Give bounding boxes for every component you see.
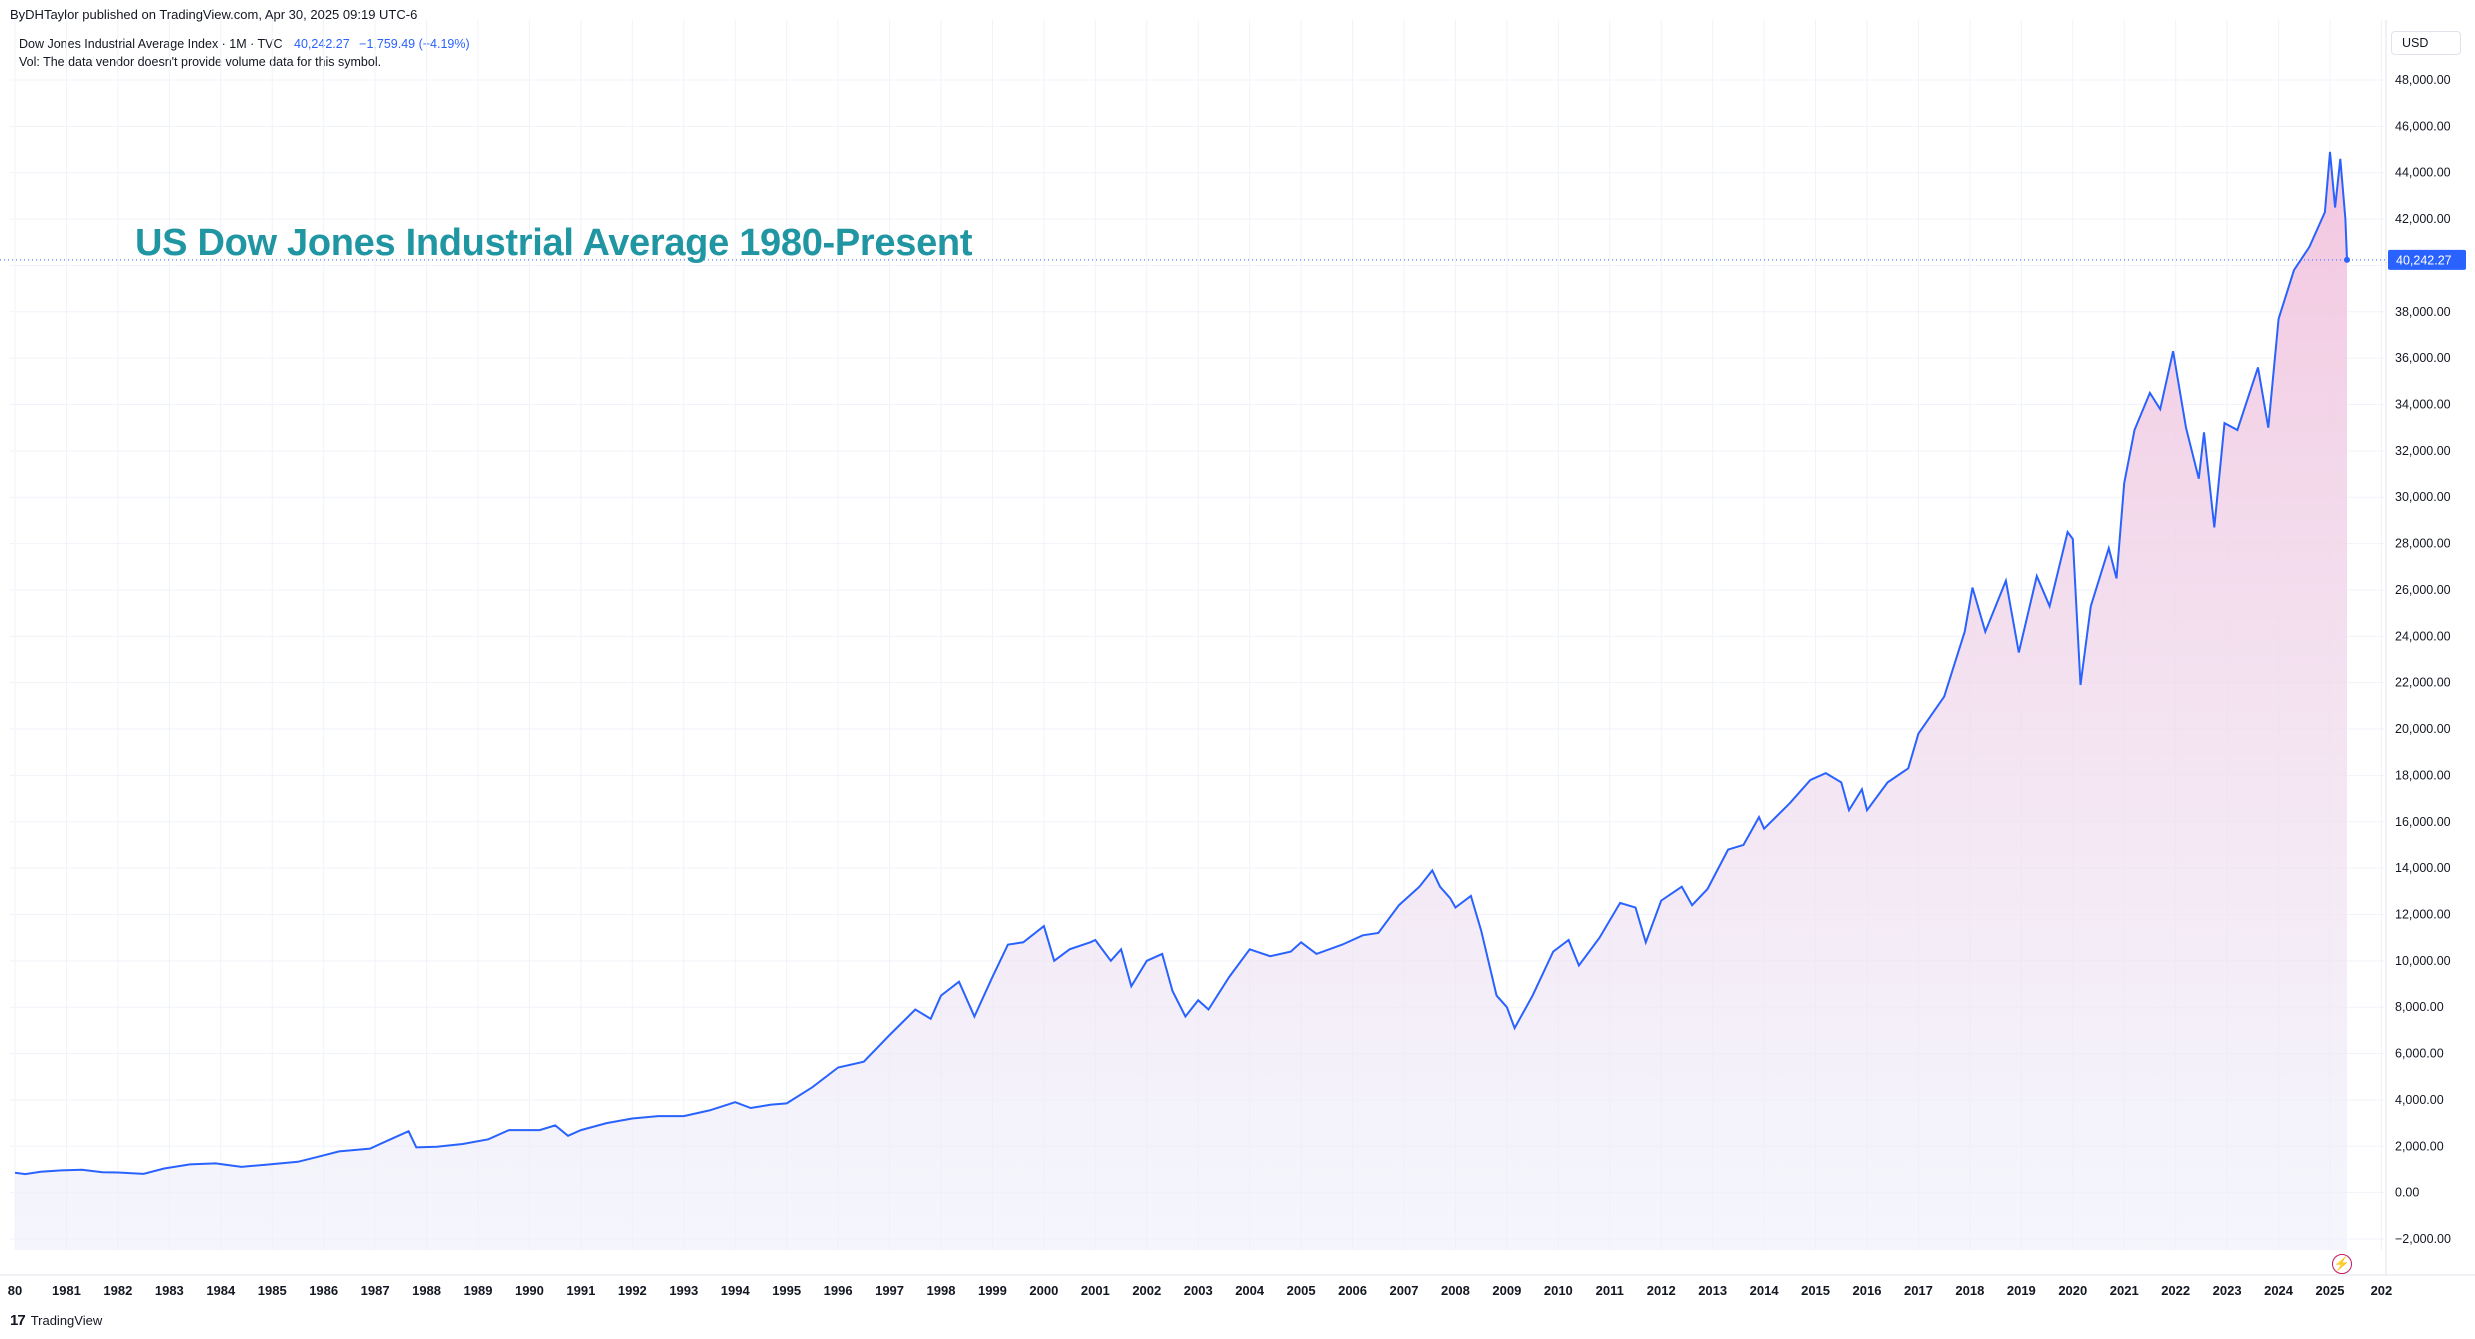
chart-annotation-title: US Dow Jones Industrial Average 1980-Pre…	[135, 222, 973, 264]
x-tick-label: 1997	[875, 1283, 904, 1298]
x-axis: 80 1981 1982 1983 1984 1985 1986 1987 1988 1989 19…	[0, 1274, 2475, 1298]
x-tick-label: 1981	[52, 1283, 81, 1298]
y-tick-label: 26,000.00	[2395, 583, 2451, 597]
x-tick-label: 2007	[1390, 1283, 1419, 1298]
last-price-label: 40,242.27	[2396, 253, 2452, 267]
chart-legend: Dow Jones Industrial Average Index · 1M …	[19, 35, 470, 71]
y-tick-label: 34,000.00	[2395, 398, 2451, 412]
y-tick-label: 46,000.00	[2395, 119, 2451, 133]
y-tick-label: 16,000.00	[2395, 815, 2451, 829]
x-tick-label: 2014	[1750, 1283, 1780, 1298]
x-tick-label: 1989	[464, 1283, 493, 1298]
x-tick-label: 2023	[2213, 1283, 2242, 1298]
x-tick-label: 1990	[515, 1283, 544, 1298]
y-tick-label: 44,000.00	[2395, 166, 2451, 180]
y-axis: 48,000.00 46,000.00 44,000.00 42,000.00 38,0…	[2385, 20, 2451, 1275]
x-tick-label: 1983	[155, 1283, 184, 1298]
x-tick-label: 2002	[1132, 1283, 1161, 1298]
x-tick-label: 1996	[824, 1283, 853, 1298]
x-tick-label: 2019	[2007, 1283, 2036, 1298]
legend-change: −1,759.49 (−4.19%)	[359, 37, 470, 51]
x-tick-label: 2011	[1596, 1283, 1624, 1298]
tradingview-logo-icon: 17	[10, 1312, 26, 1329]
y-tick-label: −2,000.00	[2395, 1232, 2451, 1246]
x-tick-label: 1993	[669, 1283, 698, 1298]
x-tick-label: 2010	[1544, 1283, 1573, 1298]
x-tick-label: 2022	[2161, 1283, 2190, 1298]
legend-price: 40,242.27	[294, 37, 350, 51]
y-tick-label: 28,000.00	[2395, 537, 2451, 551]
x-tick-label: 2016	[1853, 1283, 1882, 1298]
y-tick-label: 2,000.00	[2395, 1139, 2444, 1153]
y-tick-label: 20,000.00	[2395, 722, 2451, 736]
footer-brand: 17 TradingView	[10, 1312, 102, 1329]
x-tick-label: 2001	[1081, 1283, 1110, 1298]
publisher-line: ByDHTaylor published on TradingView.com,…	[10, 7, 418, 22]
y-tick-label: 22,000.00	[2395, 676, 2451, 690]
y-tick-label: 8,000.00	[2395, 1000, 2444, 1014]
y-tick-label: 0.00	[2395, 1186, 2419, 1200]
x-tick-label: 80	[8, 1283, 22, 1298]
x-tick-label: 2025	[2316, 1283, 2345, 1298]
y-tick-label: 6,000.00	[2395, 1047, 2444, 1061]
x-tick-label: 2000	[1029, 1283, 1058, 1298]
x-tick-label: 2021	[2110, 1283, 2139, 1298]
legend-symbol[interactable]: Dow Jones Industrial Average Index · 1M …	[19, 37, 283, 51]
x-tick-label: 2005	[1287, 1283, 1316, 1298]
x-tick-label: 1984	[206, 1283, 236, 1298]
currency-selector[interactable]: USD	[2391, 31, 2461, 55]
x-tick-label: 2013	[1698, 1283, 1727, 1298]
x-tick-label: 202	[2371, 1283, 2393, 1298]
x-tick-label: 2008	[1441, 1283, 1470, 1298]
x-tick-label: 1991	[566, 1283, 595, 1298]
x-tick-label: 2004	[1235, 1283, 1265, 1298]
y-tick-label: 42,000.00	[2395, 212, 2451, 226]
x-tick-label: 1987	[361, 1283, 390, 1298]
x-tick-label: 2015	[1801, 1283, 1830, 1298]
x-tick-label: 1992	[618, 1283, 647, 1298]
x-tick-label: 2020	[2058, 1283, 2087, 1298]
x-tick-label: 2012	[1647, 1283, 1676, 1298]
x-tick-label: 1995	[772, 1283, 801, 1298]
y-tick-label: 14,000.00	[2395, 861, 2451, 875]
x-tick-label: 2017	[1904, 1283, 1933, 1298]
y-tick-label: 10,000.00	[2395, 954, 2451, 968]
price-area-fill	[15, 151, 2347, 1250]
y-tick-label: 24,000.00	[2395, 629, 2451, 643]
footer-brand-label: TradingView	[30, 1313, 103, 1328]
legend-volume-note: Vol: The data vendor doesn't provide vol…	[19, 55, 382, 69]
y-tick-label: 48,000.00	[2395, 73, 2451, 87]
x-tick-label: 1994	[721, 1283, 751, 1298]
y-tick-label: 12,000.00	[2395, 907, 2451, 921]
y-tick-label: 36,000.00	[2395, 351, 2451, 365]
x-tick-label: 2024	[2264, 1283, 2294, 1298]
y-tick-label: 38,000.00	[2395, 305, 2451, 319]
lightning-icon[interactable]: ⚡	[2332, 1254, 2352, 1274]
last-price-dot	[2343, 256, 2350, 263]
x-tick-label: 1985	[258, 1283, 287, 1298]
last-price-badge	[2388, 249, 2466, 270]
x-tick-label: 1982	[103, 1283, 132, 1298]
y-tick-label: 4,000.00	[2395, 1093, 2444, 1107]
x-tick-label: 2018	[1955, 1283, 1984, 1298]
y-tick-label: 30,000.00	[2395, 490, 2451, 504]
x-tick-label: 2003	[1184, 1283, 1213, 1298]
x-tick-label: 2006	[1338, 1283, 1367, 1298]
y-tick-label: 18,000.00	[2395, 768, 2451, 782]
x-tick-label: 1988	[412, 1283, 441, 1298]
x-tick-label: 2009	[1492, 1283, 1521, 1298]
x-tick-label: 1998	[927, 1283, 956, 1298]
y-tick-label: 32,000.00	[2395, 444, 2451, 458]
x-tick-label: 1986	[309, 1283, 338, 1298]
x-tick-label: 1999	[978, 1283, 1007, 1298]
price-line	[14, 151, 2348, 1176]
